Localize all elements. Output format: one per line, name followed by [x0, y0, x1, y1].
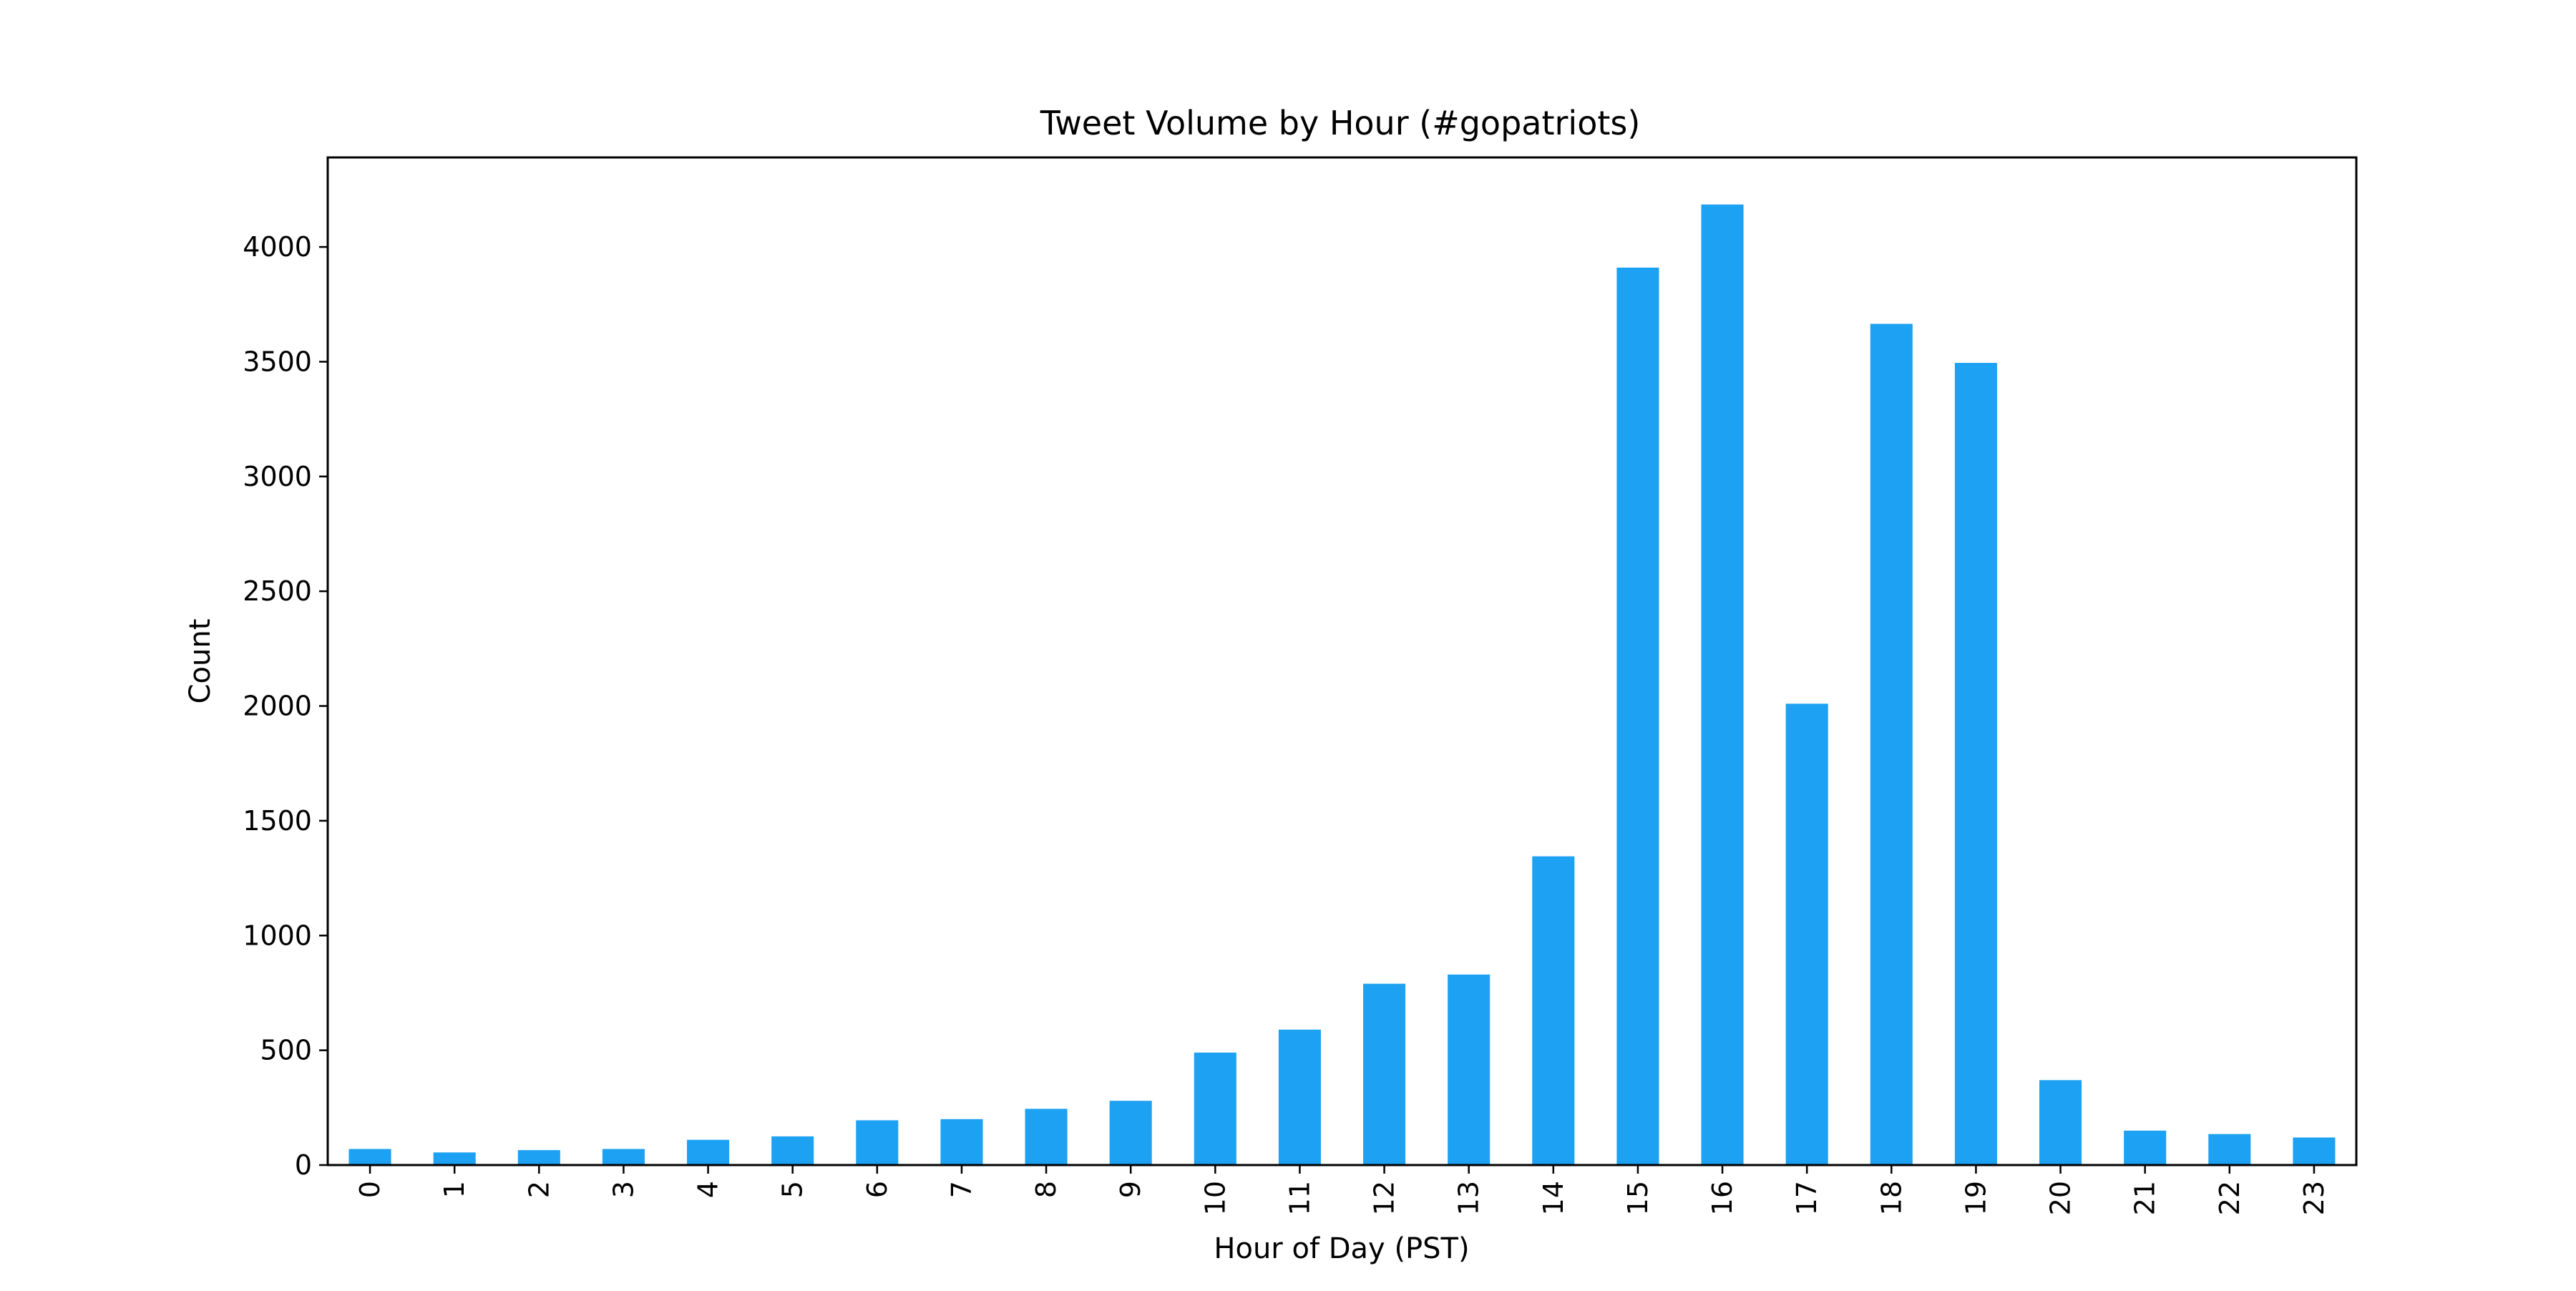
bar-hour-6 — [856, 1120, 899, 1165]
x-axis-label: Hour of Day (PST) — [1214, 1232, 1469, 1265]
x-tick-label: 21 — [2129, 1181, 2161, 1215]
x-tick-label: 13 — [1453, 1181, 1485, 1215]
plot-frame — [326, 156, 2358, 1166]
bar-hour-14 — [1532, 856, 1575, 1165]
y-tick-label: 3500 — [243, 346, 312, 377]
bar-hour-18 — [1870, 323, 1913, 1165]
x-tick-label: 6 — [862, 1181, 893, 1198]
bar-hour-20 — [2039, 1080, 2082, 1165]
bars-layer — [348, 204, 2336, 1166]
x-tick-label: 3 — [608, 1181, 639, 1198]
x-tick-label: 18 — [1875, 1181, 1907, 1215]
x-tick-label: 12 — [1369, 1181, 1400, 1215]
bar-hour-22 — [2208, 1134, 2251, 1165]
bar-hour-8 — [1025, 1109, 1068, 1165]
x-tick-label: 2 — [523, 1181, 555, 1198]
y-tick-label: 1000 — [243, 920, 312, 951]
x-tick-label: 7 — [946, 1181, 977, 1198]
x-tick-label: 4 — [693, 1181, 724, 1198]
bar-hour-21 — [2124, 1130, 2167, 1165]
x-tick-label: 20 — [2045, 1181, 2077, 1215]
x-tick-label: 8 — [1030, 1181, 1062, 1198]
x-tick-label: 9 — [1115, 1181, 1146, 1198]
x-tick-label: 23 — [2298, 1181, 2330, 1215]
x-tick-label: 11 — [1284, 1181, 1315, 1215]
bar-hour-4 — [687, 1139, 730, 1165]
y-axis-label: Count — [184, 619, 217, 704]
x-tick-label: 15 — [1622, 1181, 1654, 1215]
bar-hour-23 — [2293, 1137, 2336, 1165]
y-tick-label: 4000 — [243, 231, 312, 263]
bar-hour-11 — [1278, 1029, 1321, 1165]
bar-hour-19 — [1954, 363, 1997, 1165]
x-tick-label: 14 — [1538, 1181, 1569, 1215]
x-axis: 0 1 2 3 4 5 6 7 8 9 10 11 12 13 14 15 16 17 18 19 20 21 22 23 — [354, 1165, 2330, 1215]
bar-hour-13 — [1448, 974, 1491, 1165]
x-tick-label: 19 — [1960, 1181, 1991, 1215]
y-tick-label: 500 — [260, 1035, 312, 1066]
bar-hour-1 — [433, 1152, 476, 1165]
x-tick-label: 17 — [1791, 1181, 1823, 1215]
bar-hour-17 — [1785, 703, 1828, 1165]
bar-hour-2 — [517, 1150, 560, 1165]
y-tick-label: 1500 — [243, 805, 312, 837]
y-tick-label: 3000 — [243, 461, 312, 492]
x-tick-label: 1 — [439, 1181, 470, 1198]
bar-hour-9 — [1109, 1101, 1152, 1165]
y-tick-label: 2000 — [243, 691, 312, 722]
bar-hour-12 — [1363, 983, 1406, 1165]
x-tick-label: 5 — [777, 1181, 809, 1198]
y-tick-label: 0 — [295, 1149, 312, 1181]
bar-hour-0 — [348, 1149, 391, 1165]
x-tick-label: 10 — [1199, 1181, 1231, 1215]
bar-hour-10 — [1194, 1052, 1236, 1165]
chart-title: Tweet Volume by Hour (#gopatriots) — [1040, 104, 1641, 142]
bar-hour-7 — [940, 1119, 983, 1165]
x-tick-label: 0 — [354, 1181, 386, 1198]
bar-hour-5 — [771, 1136, 814, 1165]
y-tick-label: 2500 — [243, 575, 312, 607]
bar-hour-15 — [1616, 267, 1659, 1166]
x-tick-label: 22 — [2214, 1181, 2245, 1215]
y-axis: 0 500 1000 1500 2000 2500 3000 3500 4000 — [243, 231, 328, 1181]
bar-hour-16 — [1701, 204, 1744, 1165]
x-tick-label: 16 — [1707, 1181, 1738, 1215]
bar-hour-3 — [602, 1149, 645, 1165]
